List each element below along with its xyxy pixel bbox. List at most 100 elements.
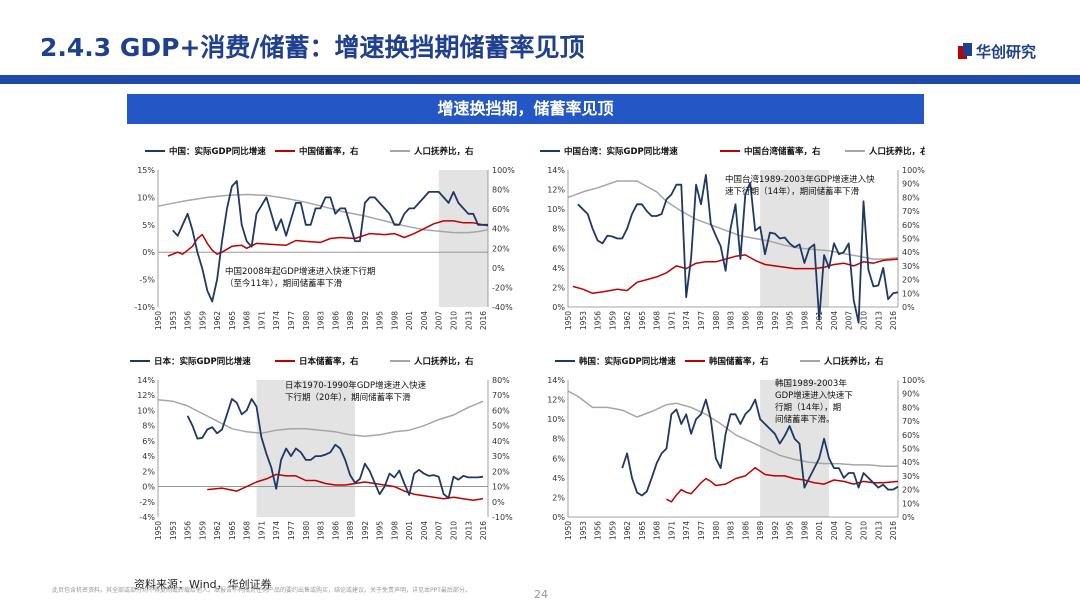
x-tick-label: 1977 (287, 311, 296, 330)
x-tick-label: 1971 (257, 521, 266, 540)
chart-taiwan-svg: 0% 2% 4% 6% 8% 10% 12% 14% 0% 10% 20% 30% 40% 50% 60% 7… (540, 146, 925, 330)
right-tick-label: 30% (902, 262, 920, 271)
x-tick-label: 1977 (697, 311, 706, 330)
x-tick-label: 1968 (243, 521, 252, 540)
x-tick-label: 1989 (756, 521, 765, 540)
brand-mark-icon (958, 43, 972, 59)
x-tick-label: 1965 (638, 521, 647, 540)
x-tick-label: 1968 (653, 311, 662, 330)
legend-label: 人口抚养比，右 (824, 356, 884, 367)
x-tick-label: 2013 (874, 521, 883, 540)
brand-logo: 华创研究 (958, 40, 1036, 62)
annotation-text: 中国台湾1989-2003年GDP增速进入快 (725, 174, 875, 185)
x-tick-label: 1980 (712, 311, 721, 330)
x-tick-label: 1968 (243, 311, 252, 330)
left-tick-label: -5% (139, 276, 155, 285)
x-tick-label: 1980 (302, 521, 311, 540)
right-tick-label: 20% (492, 244, 510, 253)
x-tick-label: 1983 (317, 311, 326, 330)
x-tick-label: 1956 (594, 521, 603, 540)
x-tick-label: 1950 (154, 521, 163, 540)
left-tick-label: 10% (137, 193, 155, 202)
right-tick-label: 10% (902, 499, 920, 508)
x-tick-label: 1992 (361, 521, 370, 540)
right-tick-label: 70% (492, 391, 510, 400)
left-tick-label: 0% (142, 483, 155, 492)
legend-label: 人口抚养比，右 (869, 146, 925, 157)
x-tick-label: 1995 (376, 311, 385, 330)
legend-label: 韩国：实际GDP同比增速 (579, 356, 676, 367)
x-tick-label: 1998 (800, 521, 809, 540)
right-tick-label: 40% (492, 437, 510, 446)
x-tick-label: 1986 (741, 521, 750, 540)
legend-label: 中国：实际GDP同比增速 (169, 146, 266, 157)
x-tick-label: 2016 (479, 311, 488, 330)
annotation-text: （至今11年），期间储蓄率下滑 (225, 278, 343, 289)
right-tick-label: 40% (902, 248, 920, 257)
x-tick-label: 1998 (390, 311, 399, 330)
right-tick-label: 0% (492, 498, 505, 507)
right-tick-label: 80% (492, 376, 510, 385)
right-tick-label: 40% (492, 225, 510, 234)
left-tick-label: 8% (552, 225, 565, 234)
right-tick-label: 100% (902, 376, 925, 385)
x-tick-label: 1977 (697, 521, 706, 540)
left-tick-label: 10% (137, 406, 155, 415)
chart-china-svg: -10% -5% 0% 5% 10% 15% -40% -20% 0% 20% 40% 60% 80% 1… (134, 146, 515, 330)
legend-label: 日本储蓄率，右 (299, 356, 359, 367)
series-savings-line (572, 254, 899, 295)
right-tick-label: 100% (902, 166, 925, 175)
right-tick-label: 80% (902, 193, 920, 202)
x-tick-label: 2013 (464, 311, 473, 330)
x-tick-label: 1956 (184, 521, 193, 540)
x-tick-label: 1989 (756, 311, 765, 330)
left-tick-label: 2% (552, 493, 565, 502)
x-tick-label: 1953 (579, 311, 588, 330)
left-tick-label: 6% (552, 244, 565, 253)
left-tick-label: 14% (547, 166, 565, 175)
x-tick-label: 1950 (564, 311, 573, 330)
right-tick-label: 60% (492, 205, 510, 214)
right-tick-label: -40% (492, 303, 513, 312)
left-tick-label: 12% (137, 391, 155, 400)
x-tick-label: 1995 (786, 311, 795, 330)
x-tick-label: 1959 (608, 311, 617, 330)
x-tick-label: 2013 (874, 311, 883, 330)
left-tick-label: 8% (142, 422, 155, 431)
x-tick-label: 1998 (390, 521, 399, 540)
left-tick-label: 6% (552, 454, 565, 463)
x-tick-label: 2016 (479, 521, 488, 540)
x-tick-label: 1962 (623, 521, 632, 540)
annotation-text: 行期（14年），期 (775, 402, 841, 413)
x-tick-label: 1950 (564, 521, 573, 540)
right-tick-label: 90% (902, 390, 920, 399)
series-dependency-line (567, 390, 898, 468)
source-note: 资料来源：Wind，华创证券 (134, 578, 272, 591)
legend-label: 日本：实际GDP同比增速 (154, 356, 251, 367)
x-tick-label: 2010 (860, 311, 869, 330)
x-tick-label: 1962 (213, 311, 222, 330)
x-tick-label: 1986 (741, 311, 750, 330)
annotation-text: 间储蓄率下滑。 (775, 414, 835, 425)
section-banner: 增速换挡期，储蓄率见顶 (127, 94, 924, 124)
x-tick-label: 1953 (169, 311, 178, 330)
x-tick-label: 1959 (198, 521, 207, 540)
x-tick-label: 1974 (682, 311, 691, 330)
x-tick-label: 1992 (771, 521, 780, 540)
page-number: 24 (534, 588, 548, 601)
chart-taiwan: 0% 2% 4% 6% 8% 10% 12% 14% 0% 10% 20% 30% 40% 50% 60% 7… (535, 138, 925, 338)
x-tick-label: 2007 (435, 311, 444, 330)
right-tick-label: 80% (492, 186, 510, 195)
right-tick-label: 30% (902, 472, 920, 481)
x-tick-label: 1959 (608, 521, 617, 540)
left-tick-label: 14% (137, 376, 155, 385)
x-tick-label: 1974 (272, 521, 281, 540)
x-tick-label: 1974 (682, 521, 691, 540)
x-tick-label: 1983 (317, 521, 326, 540)
left-tick-label: 6% (142, 437, 155, 446)
shade-period (438, 170, 488, 307)
right-tick-label: 30% (492, 452, 510, 461)
right-tick-label: 50% (902, 235, 920, 244)
series-savings-line (207, 473, 484, 502)
left-tick-label: 0% (552, 303, 565, 312)
